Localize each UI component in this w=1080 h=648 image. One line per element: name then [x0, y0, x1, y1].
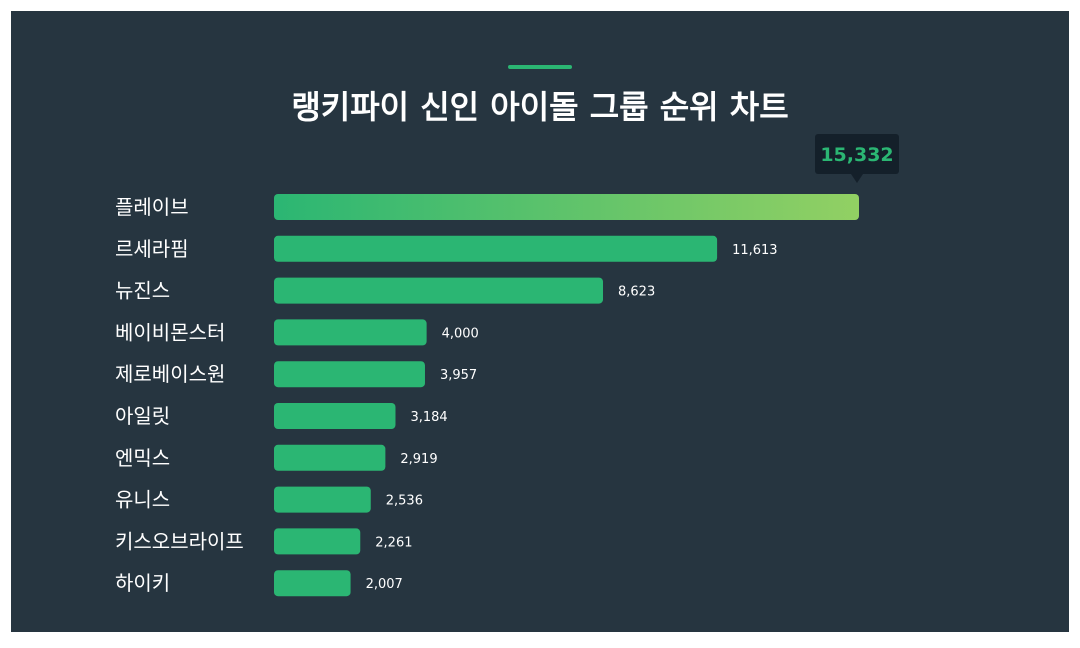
category-label: 엔믹스: [115, 446, 170, 470]
value-label: 2,919: [400, 452, 437, 467]
category-label: 하이키: [115, 571, 170, 595]
bar: [274, 486, 371, 513]
bar: [274, 444, 386, 471]
bar: [274, 528, 361, 555]
bar: [274, 570, 351, 597]
category-label: 베이비몬스터: [115, 320, 225, 344]
value-callout: [815, 134, 899, 174]
bar: [274, 403, 396, 429]
value-label: 15,332: [820, 144, 893, 166]
category-label: 르세라핌: [115, 237, 189, 261]
value-label: 2,007: [366, 577, 403, 592]
value-label: 2,536: [386, 494, 423, 509]
callout-pointer: [851, 174, 863, 183]
category-label: 아일릿: [115, 404, 170, 428]
chart-title: 랭키파이 신인 아이돌 그룹 순위 차트: [291, 88, 789, 126]
value-label: 3,957: [440, 368, 477, 383]
value-label: 8,623: [618, 285, 655, 300]
value-label: 4,000: [442, 326, 479, 341]
bar: [274, 235, 718, 262]
bar: [274, 194, 859, 220]
category-label: 뉴진스: [115, 279, 170, 303]
bar: [274, 277, 604, 304]
chart-panel: [11, 11, 1069, 632]
bar: [274, 361, 425, 388]
value-label: 2,261: [375, 535, 412, 550]
value-label: 3,184: [410, 410, 447, 425]
category-label: 플레이브: [115, 195, 189, 219]
category-label: 유니스: [115, 488, 170, 512]
title-accent-line: [508, 65, 572, 69]
value-label: 11,613: [732, 243, 778, 258]
bar: [274, 319, 427, 346]
category-label: 제로베이스원: [115, 362, 225, 386]
category-label: 키스오브라이프: [115, 529, 244, 553]
